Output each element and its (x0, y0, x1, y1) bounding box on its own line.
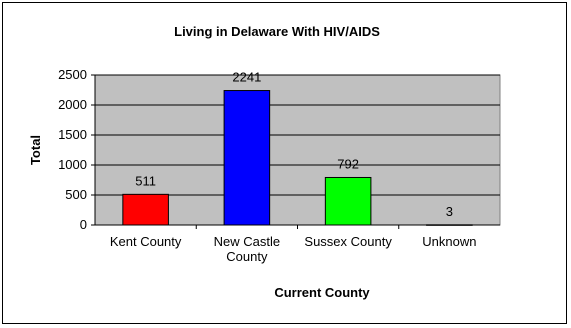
x-tick-label: Kent County (110, 234, 182, 249)
y-tick-label: 500 (65, 187, 87, 202)
bar (324, 176, 372, 226)
bars (122, 90, 473, 226)
y-tick-label: 2500 (58, 67, 87, 82)
data-label: 2241 (232, 70, 261, 85)
x-tick-label: Unknown (422, 234, 476, 249)
y-tick-label: 1500 (58, 127, 87, 142)
bar (223, 90, 271, 226)
x-tick-label: County (226, 249, 268, 264)
x-axis-title: Current County (274, 285, 370, 300)
data-label: 511 (135, 173, 156, 188)
y-tick-label: 1000 (58, 157, 87, 172)
chart-title: Living in Delaware With HIV/AIDS (174, 24, 380, 39)
data-label: 3 (446, 204, 453, 219)
x-tick-label: New Castle (214, 234, 280, 249)
y-axis: 0 500 1000 1500 2000 2500 (58, 67, 96, 232)
y-tick-label: 0 (80, 217, 87, 232)
y-axis-title: Total (28, 135, 43, 165)
y-tick-label: 2000 (58, 97, 87, 112)
data-labels: 511 2241 792 3 (135, 70, 453, 219)
x-tick-label: Sussex County (304, 234, 392, 249)
bar (122, 193, 169, 226)
data-label: 792 (337, 156, 359, 171)
